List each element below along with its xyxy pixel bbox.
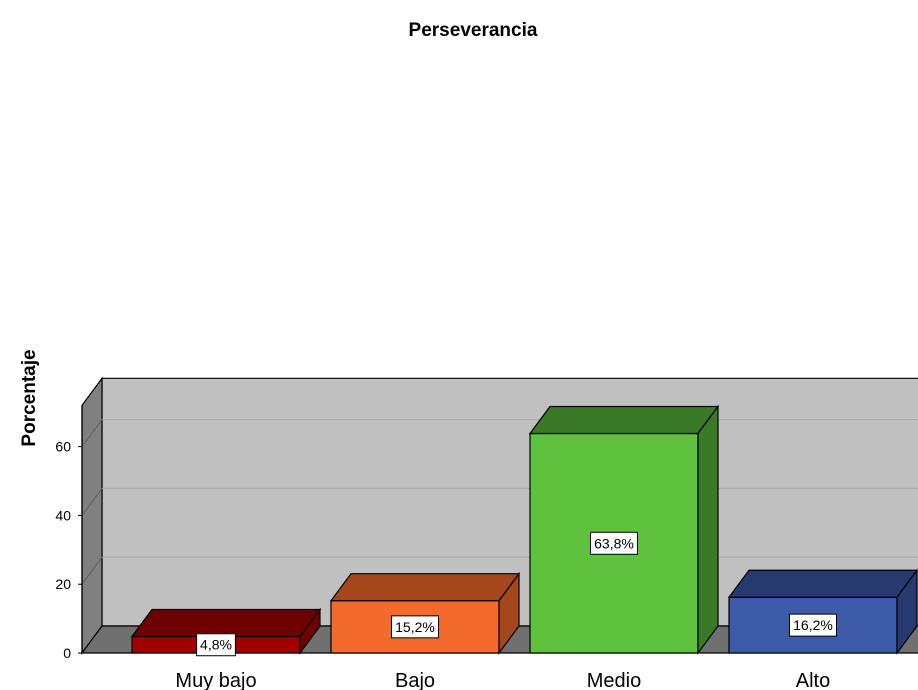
data-label: 4,8% bbox=[200, 637, 232, 653]
x-tick-label: Bajo bbox=[395, 670, 435, 690]
gridline-side bbox=[81, 556, 103, 585]
bar-top bbox=[528, 405, 720, 435]
data-label-box bbox=[391, 615, 439, 639]
gridline-side bbox=[81, 488, 103, 516]
y-tick-label: 0 bbox=[63, 645, 71, 661]
side-wall bbox=[81, 376, 103, 655]
bar-side bbox=[498, 571, 520, 655]
bar-top bbox=[329, 573, 521, 602]
bar-side bbox=[896, 568, 918, 655]
data-label-box bbox=[789, 613, 837, 637]
y-axis-label: Porcentaje bbox=[19, 349, 40, 446]
x-tick-label: Medio bbox=[587, 670, 641, 690]
bar-top bbox=[130, 608, 322, 638]
bar-top bbox=[727, 569, 918, 598]
data-label: 63,8% bbox=[594, 535, 634, 551]
chart-title: Perseverancia bbox=[409, 20, 538, 41]
y-tick-label: 60 bbox=[55, 439, 71, 455]
data-label: 15,2% bbox=[395, 619, 435, 635]
y-tick-label: 40 bbox=[55, 507, 71, 523]
plot-area: 0 20 40 60 4,8% Muy bajo 15,2% Bajo 63,8% Medio 16… bbox=[55, 376, 918, 690]
bar-side bbox=[697, 404, 719, 655]
data-label-box bbox=[590, 531, 638, 555]
y-tick-label: 20 bbox=[55, 576, 71, 592]
x-tick-label: Alto bbox=[796, 670, 830, 690]
gridline-side bbox=[81, 419, 103, 447]
data-label-box bbox=[196, 633, 236, 657]
data-label: 16,2% bbox=[793, 617, 833, 633]
x-tick-label: Muy bajo bbox=[175, 670, 256, 690]
bar-side bbox=[299, 607, 321, 655]
